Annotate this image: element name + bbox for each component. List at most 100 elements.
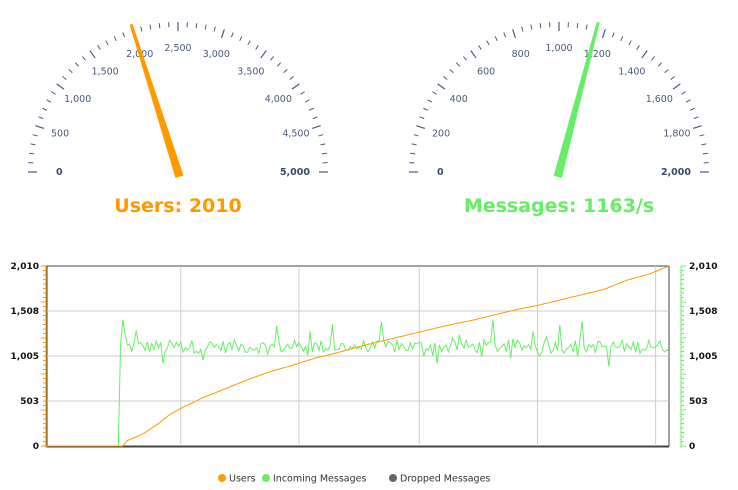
gauge-tick-label: 200	[432, 129, 450, 140]
gauge-minor-tick	[304, 99, 310, 103]
gauge-minor-tick	[300, 91, 305, 95]
gauge-major-tick	[260, 50, 267, 59]
line-chart: 0 0 503 503 1,005 1,005 1,508 1,508 2,010 2,010	[11, 262, 718, 452]
gauges: 0 500 1,000 1,500 2,000 2,500 3,000 3,500 4,000 4…	[28, 21, 709, 217]
gauge-minor-tick	[312, 116, 318, 120]
gauge-minor-tick	[651, 56, 655, 61]
gauge-major-tick	[470, 50, 477, 59]
gauge-minor-tick	[321, 152, 327, 155]
gauge-minor-tick	[413, 134, 419, 137]
gauge-minor-tick	[410, 152, 416, 155]
gauge-minor-tick	[113, 36, 117, 42]
gauge-minor-tick	[38, 116, 44, 120]
gauge-tick-label: 400	[450, 94, 468, 105]
series-incoming-messages	[47, 319, 670, 447]
gauge-major-tick	[602, 29, 606, 39]
gauge-users: 05001,0001,5002,0002,5003,0003,5004,0004…	[28, 22, 328, 217]
gauge-minor-tick	[149, 24, 152, 30]
legend-marker	[389, 474, 397, 482]
right-axis-label: 503	[689, 397, 708, 407]
gauge-minor-tick	[521, 26, 524, 32]
gauge-minor-tick	[105, 40, 109, 46]
gauge-tick-label: 1,500	[92, 67, 119, 78]
gauge-tick-label: 600	[477, 67, 495, 78]
gauge-minor-tick	[585, 24, 588, 30]
legend-item-incoming-messages: Incoming Messages	[262, 474, 366, 485]
gauge-minor-tick	[478, 45, 482, 50]
gauge-minor-tick	[693, 116, 699, 120]
gauge-major-tick	[641, 50, 648, 59]
gauge-messages: 0 200 400 600 800 1,000 1,200 1,400 1,600 1,800 2,…	[409, 21, 709, 217]
gauge-minor-tick	[463, 56, 467, 61]
gauge-minor-tick	[289, 76, 294, 80]
gauge-minor-tick	[503, 32, 507, 38]
gauge-minor-tick	[239, 36, 243, 42]
gauge-minor-tick	[689, 107, 695, 111]
gauge-minor-tick	[230, 32, 234, 38]
left-axis-label: 1,508	[11, 307, 39, 317]
gauge-major-tick	[512, 29, 516, 39]
gauge-major-tick	[56, 83, 65, 90]
gauge-minor-tick	[320, 143, 326, 146]
gauge-minor-tick	[62, 76, 67, 80]
gauge-minor-tick	[576, 23, 579, 29]
gauge-major-tick	[35, 125, 45, 129]
gauge-tick-label: 800	[512, 49, 530, 60]
gauge-minor-tick	[204, 24, 207, 30]
legend-item-dropped-messages: Dropped Messages	[389, 474, 490, 485]
gauge-major-tick	[311, 125, 321, 129]
gauge-minor-tick	[455, 62, 461, 67]
gauge-minor-tick	[74, 62, 80, 67]
gauge-minor-tick	[213, 26, 216, 32]
legend-label: Dropped Messages	[400, 474, 490, 485]
gauge-minor-tick	[419, 116, 425, 120]
left-axis-label: 2,010	[11, 262, 39, 272]
gauge-tick-label: 500	[51, 129, 69, 140]
gauge-tick-label: 2,500	[164, 43, 191, 54]
gauge-tick-label: 3,500	[237, 67, 264, 78]
gauge-tick-label: 1,000	[545, 43, 572, 54]
gauge-minor-tick	[443, 76, 448, 80]
gauge-minor-tick	[664, 68, 669, 74]
legend-marker	[262, 474, 270, 482]
legend-label: Incoming Messages	[273, 474, 366, 485]
gauge-tick-label: 5,000	[280, 167, 310, 178]
series-users	[47, 265, 670, 447]
gauge-minor-tick	[270, 56, 274, 61]
gauge-minor-tick	[681, 91, 686, 95]
gauge-minor-tick	[670, 76, 675, 80]
gauge-major-tick	[692, 125, 702, 129]
gauge-minor-tick	[494, 36, 498, 42]
left-axis-label: 1,005	[11, 352, 39, 362]
gauge-minor-tick	[432, 91, 437, 95]
gauge-minor-tick	[195, 23, 198, 29]
gauge-minor-tick	[427, 99, 433, 103]
gauge-minor-tick	[657, 62, 663, 67]
gauge-minor-tick	[255, 45, 259, 50]
gauge-minor-tick	[122, 32, 126, 38]
gauge-minor-tick	[29, 152, 35, 155]
gauge-major-tick	[437, 83, 446, 90]
gauge-minor-tick	[539, 23, 542, 29]
right-axis-label: 2,010	[689, 262, 717, 272]
gauge-title: Users: 2010	[114, 195, 241, 217]
gauge-major-tick	[221, 29, 225, 39]
right-axis-label: 0	[689, 442, 695, 452]
gauge-minor-tick	[46, 99, 52, 103]
gauge-minor-tick	[283, 68, 288, 74]
gauge-needle	[129, 23, 184, 178]
gauge-tick-label: 0	[437, 167, 444, 178]
gauge-major-tick	[291, 83, 300, 90]
legend: Users Incoming Messages Dropped Messages	[218, 474, 490, 485]
gauge-tick-label: 1,400	[618, 67, 645, 78]
gauge-tick-label: 1,600	[646, 94, 673, 105]
gauge-major-tick	[89, 50, 96, 59]
gauge-tick-label: 4,000	[265, 94, 292, 105]
left-axis-label: 0	[33, 442, 39, 452]
gauge-tick-label: 1,200	[584, 49, 611, 60]
gauge-minor-tick	[701, 143, 707, 146]
gauge-minor-tick	[486, 40, 490, 46]
gauge-minor-tick	[42, 107, 48, 111]
gauge-minor-tick	[97, 45, 101, 50]
